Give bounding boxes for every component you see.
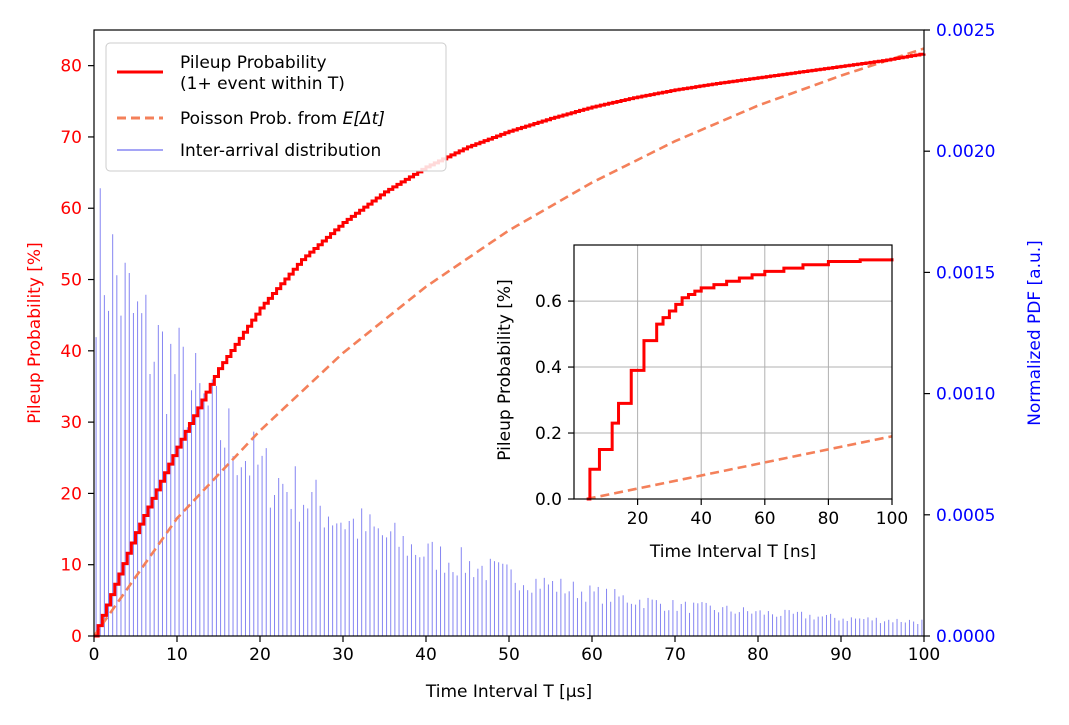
inset-x-tick-label: 80 [818,509,840,529]
main-y-right-tick-label: 0.0020 [936,142,995,162]
pileup-line [94,52,926,638]
right-y-axis-label: Normalized PDF [a.u.] [1025,240,1045,426]
inset-y-tick-label: 0.2 [535,424,562,444]
inset-y-axis-label: Pileup Probability [%] [495,279,515,460]
inset-x-tick-label: 20 [627,509,649,529]
inset-y-ticks: 0.0 0.2 0.4 0.6 [535,292,574,510]
histogram-layer [95,188,923,636]
legend-pileup-label: Pileup Probability [180,53,327,73]
main-y-ticks-right: 0.0000 0.0005 0.0010 0.0015 0.0020 0.0025 [924,21,995,647]
inset-background [574,245,892,499]
inset-y-tick-label: 0.4 [535,358,562,378]
main-y-tick-label: 60 [60,199,82,219]
main-x-tick-label: 70 [664,645,686,665]
main-y-right-tick-label: 0.0015 [936,263,995,283]
inset-x-tick-label: 40 [690,509,712,529]
inset-poisson-line [586,435,893,501]
main-y-ticks: 0 10 20 30 40 50 60 70 80 [60,57,94,647]
main-y-tick-label: 70 [60,128,82,148]
main-y-tick-label: 30 [60,413,82,433]
inset-x-ticks: 20 40 60 80 100 [627,499,908,529]
inset-y-tick-label: 0.0 [535,490,562,510]
main-lines-layer [92,47,926,638]
legend-pileup-label-line2: (1+ event within T) [180,74,345,94]
main-x-axis-label: Time Interval T [µs] [425,682,592,702]
main-x-tick-label: 50 [498,645,520,665]
main-y-right-tick-label: 0.0010 [936,385,995,405]
main-y-tick-label: 40 [60,342,82,362]
main-y-right-tick-label: 0.0000 [936,627,995,647]
legend: Pileup Probability (1+ event within T) P… [105,42,447,172]
legend-poisson-label: Poisson Prob. from [180,109,343,129]
main-y-right-tick-label: 0.0025 [936,21,995,41]
main-x-tick-label: 90 [830,645,852,665]
inset-lines-layer [586,258,894,501]
inset-chart: 20 40 60 80 100 0.0 0.2 0.4 0.6 Time Interval T… [495,244,908,562]
main-x-tick-label: 80 [747,645,769,665]
main-y-tick-label: 50 [60,271,82,291]
main-x-tick-label: 0 [89,645,100,665]
legend-hist-label: Inter-arrival distribution [180,141,381,161]
main-y-tick-label: 10 [60,556,82,576]
main-y-right-tick-label: 0.0005 [936,506,995,526]
main-x-tick-label: 20 [249,645,271,665]
inset-pileup-line [586,258,894,501]
main-x-tick-label: 40 [415,645,437,665]
main-x-tick-label: 10 [166,645,188,665]
main-x-tick-label: 60 [581,645,603,665]
inset-x-axis-label: Time Interval T [ns] [649,542,816,562]
inset-x-tick-label: 100 [876,509,908,529]
poisson-line [92,47,925,637]
main-y-axis-label: Pileup Probability [%] [25,242,45,423]
main-x-tick-label: 30 [332,645,354,665]
inset-y-tick-label: 0.6 [535,292,562,312]
inset-frame [573,244,893,500]
main-x-tick-label: 100 [908,645,940,665]
main-x-ticks: 0 10 20 30 40 50 60 70 80 90 100 [89,636,940,665]
legend-poisson-text: Poisson Prob. from E[Δt] [180,109,385,129]
main-y-tick-label: 80 [60,57,82,77]
inset-x-tick-label: 60 [754,509,776,529]
legend-box [105,42,447,172]
main-y-tick-label: 20 [60,484,82,504]
legend-poisson-math: E[Δt] [343,109,385,129]
main-y-tick-label: 0 [71,627,82,647]
